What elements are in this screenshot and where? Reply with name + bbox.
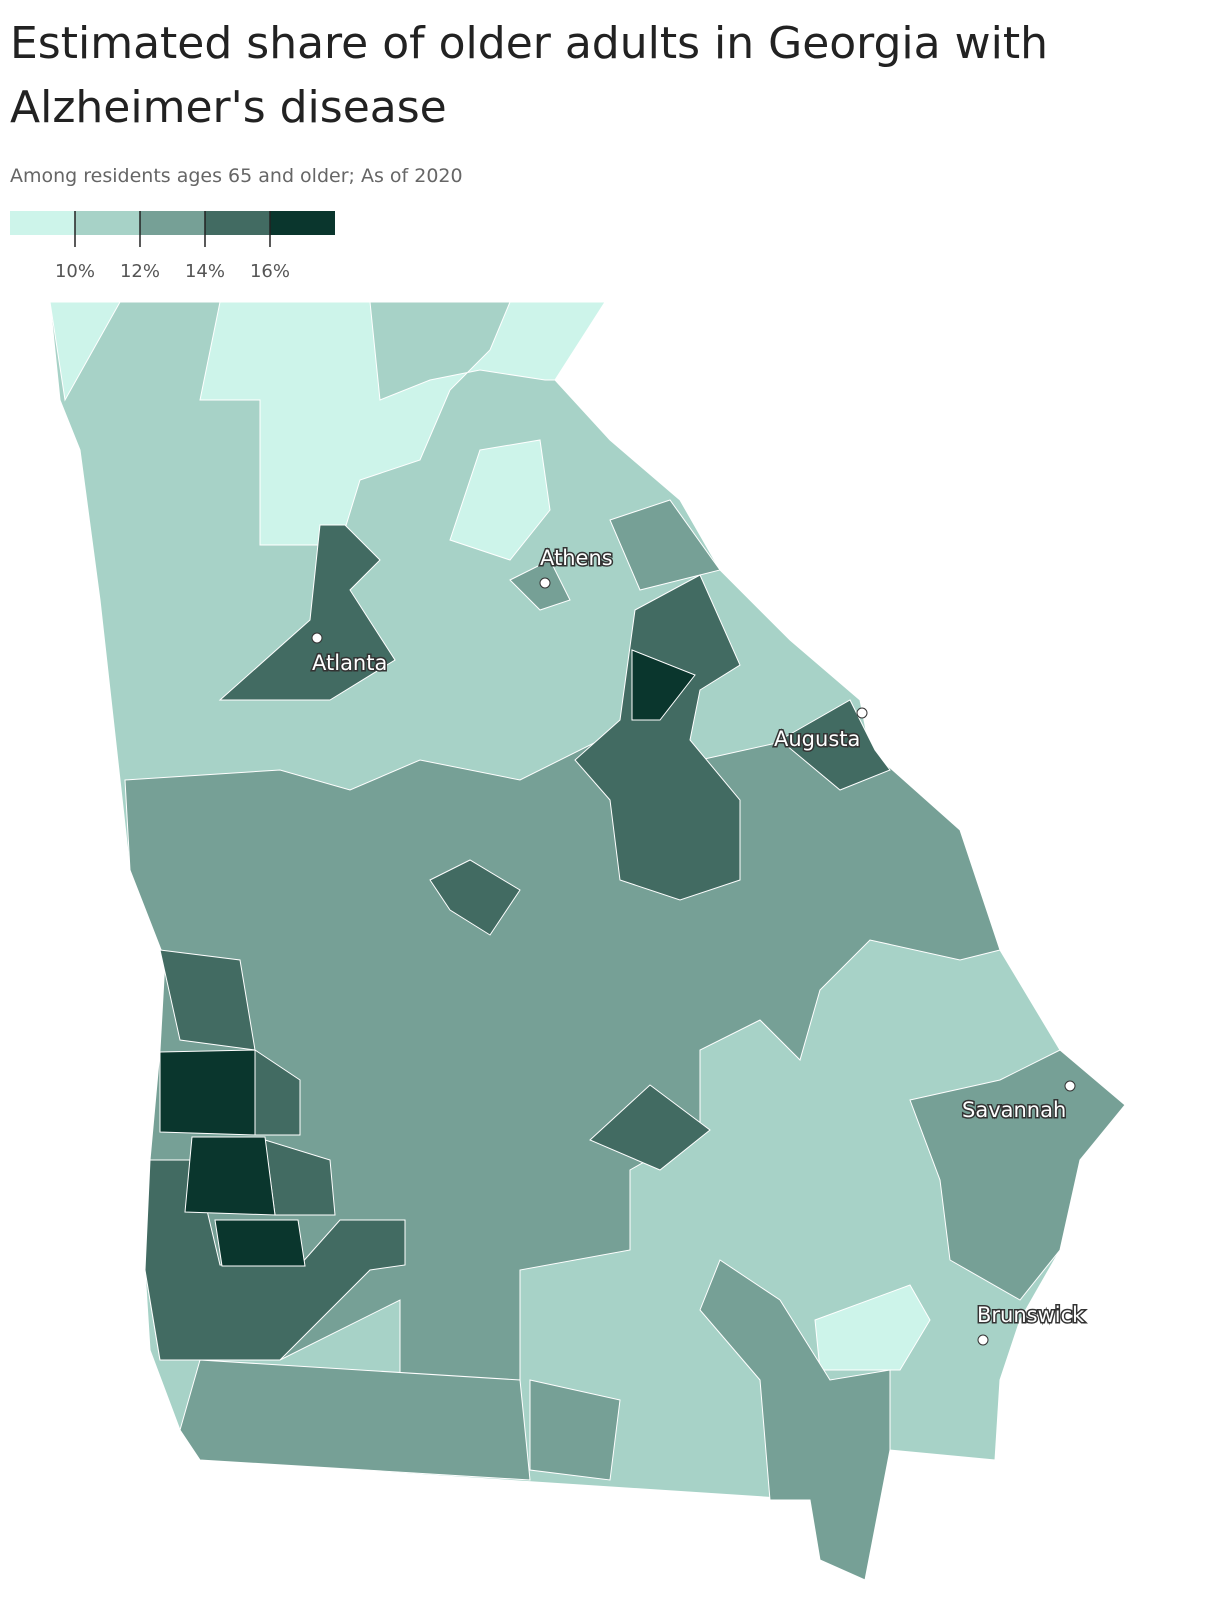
county-group — [199, 301, 606, 546]
city-dot — [977, 1334, 989, 1346]
legend-swatch — [270, 211, 335, 235]
legend-swatch — [10, 211, 75, 235]
cities: Athens Atlanta Augusta Savannah Brunswic… — [311, 545, 1087, 1346]
county-group — [159, 1049, 256, 1136]
legend-tick-label: 10% — [55, 261, 95, 282]
city-label: Augusta — [774, 727, 860, 751]
legend-swatch — [205, 211, 270, 235]
county-group — [779, 699, 891, 791]
legend-tick-label: 14% — [185, 261, 225, 282]
city-dot — [311, 632, 323, 644]
county-group — [179, 1359, 531, 1481]
city-dot — [1064, 1080, 1076, 1092]
county-group — [49, 301, 121, 402]
county-group — [909, 1049, 1126, 1301]
legend-tick-label: 12% — [120, 261, 160, 282]
county-group — [144, 1159, 406, 1361]
city-label: Atlanta — [312, 651, 387, 675]
legend-swatch — [75, 211, 140, 235]
county-group — [814, 1284, 931, 1371]
city-dot — [539, 577, 551, 589]
legend-swatch — [140, 211, 205, 235]
title-line-2: Alzheimer's disease — [10, 82, 447, 133]
city-label: Brunswick — [977, 1303, 1085, 1327]
county-group — [449, 439, 551, 561]
county-group — [214, 1219, 306, 1267]
title-line-1: Estimated share of older adults in Georg… — [10, 18, 1048, 69]
legend-tick-label: 16% — [250, 261, 290, 282]
county-group — [699, 1259, 891, 1581]
county-group — [184, 1136, 276, 1216]
county-group — [609, 499, 721, 591]
city-label: Athens — [540, 546, 613, 570]
subtitle: Among residents ages 65 and older; As of… — [10, 165, 463, 187]
map — [49, 301, 1126, 1581]
title: Estimated share of older adults in Georg… — [10, 18, 1048, 69]
legend: 10% 12% 14% 16% — [10, 211, 335, 282]
county-group — [529, 1379, 621, 1481]
county-group — [631, 649, 696, 721]
city-label: Savannah — [962, 1098, 1066, 1122]
city-dot — [856, 707, 868, 719]
county-group — [218, 524, 396, 701]
county-group — [589, 1084, 711, 1171]
county-group — [574, 574, 741, 901]
county-group — [429, 859, 521, 936]
